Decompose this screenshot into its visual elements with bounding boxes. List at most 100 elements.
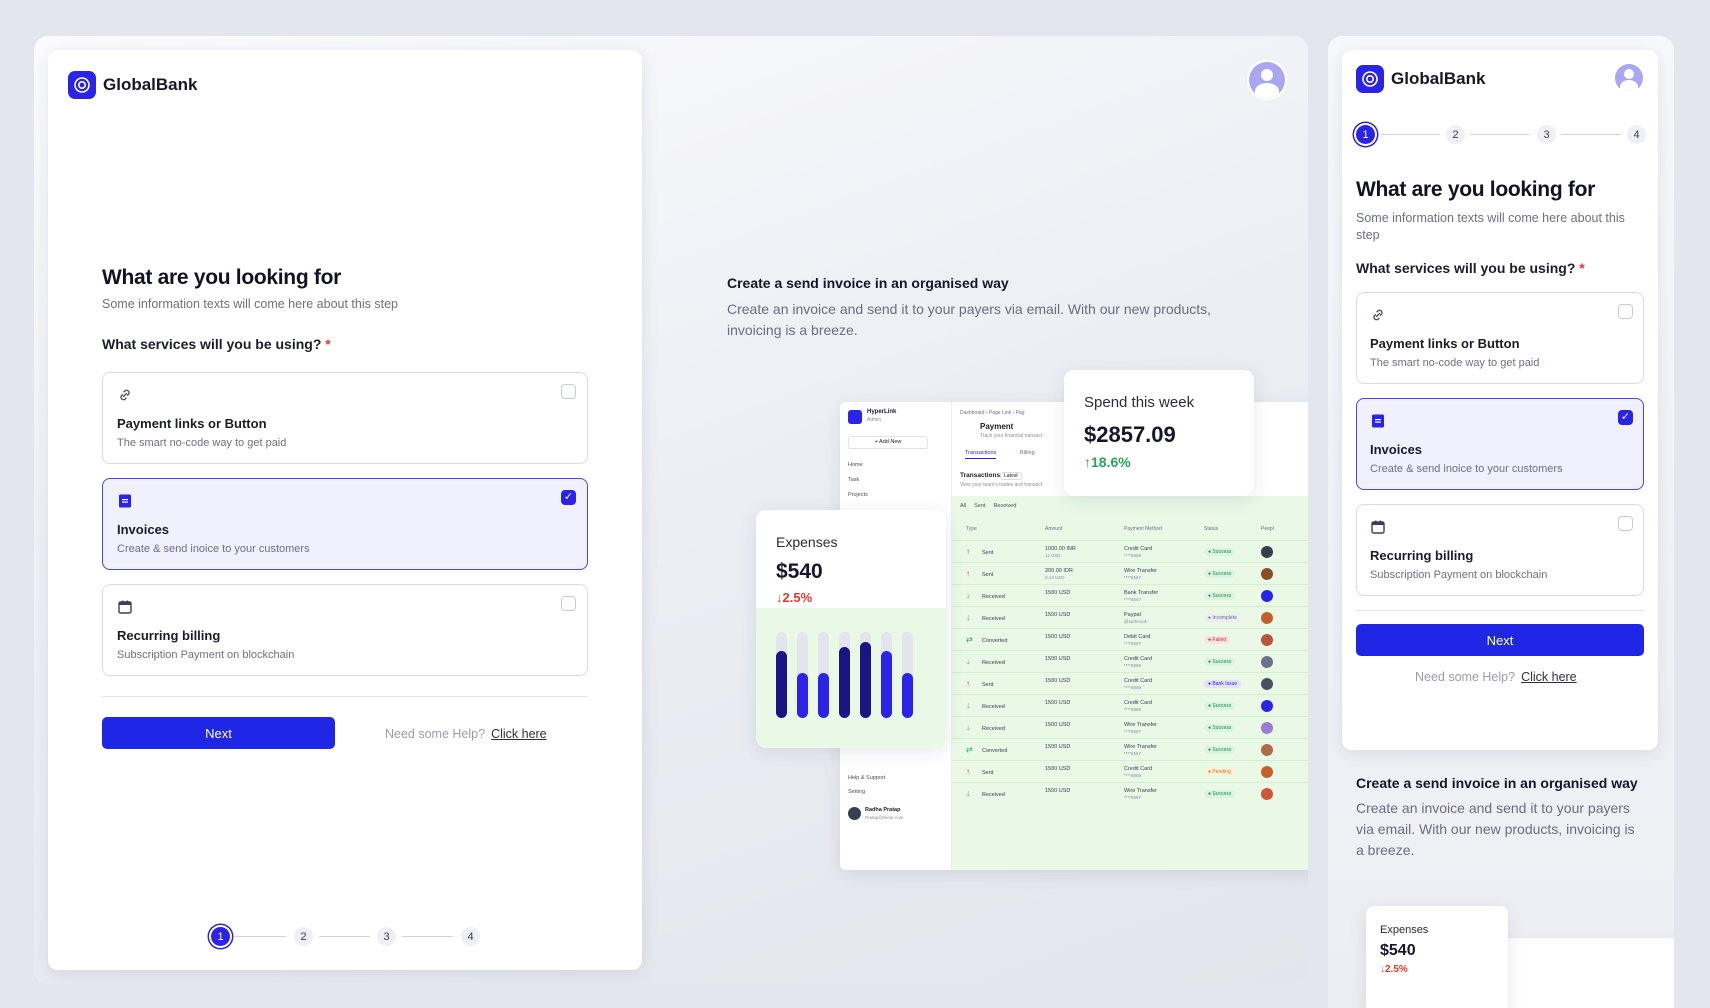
mobile-step-1[interactable]: 1 xyxy=(1356,125,1375,144)
row-type: Received xyxy=(982,660,1005,666)
option-checkbox[interactable] xyxy=(1618,516,1633,531)
nav-projects[interactable]: Projects xyxy=(848,492,868,498)
tab-transactions[interactable]: Transactions xyxy=(965,450,997,459)
table-row[interactable]: ↓ Received 1500 USD Wire Transfer ****65… xyxy=(952,782,1308,806)
filter-sent[interactable]: Sent xyxy=(974,503,986,509)
table-row[interactable]: ↓ Received 1500 USD Credit Card ****6969… xyxy=(952,694,1308,718)
table-row[interactable]: ↓ Received 1500 USD Bank Transfer ****65… xyxy=(952,584,1308,608)
table-row[interactable]: ↑ Sent 1500 USD Credit Card ****6969 ● B… xyxy=(952,672,1308,696)
mobile-user-avatar[interactable] xyxy=(1615,64,1643,92)
row-person-avatar xyxy=(1261,700,1273,712)
expense-bar-track xyxy=(902,632,913,718)
user-avatar[interactable] xyxy=(1249,62,1285,98)
option-payment-links[interactable]: Payment links or Button The smart no-cod… xyxy=(102,372,588,464)
arrow-up-icon: ↑ xyxy=(1084,454,1091,470)
filter-all[interactable]: All xyxy=(960,503,967,509)
next-button[interactable]: Next xyxy=(102,717,335,749)
row-person-avatar xyxy=(1261,678,1273,690)
divider xyxy=(1356,610,1644,611)
row-status-badge: ● Incomplete xyxy=(1204,614,1241,622)
table-row[interactable]: ↑ Sent 1000.00 INR 11 USD Credit Card **… xyxy=(952,540,1308,564)
mobile-next-button[interactable]: Next xyxy=(1356,624,1644,656)
dashboard-page-sub: Track your financial transact xyxy=(980,433,1043,439)
table-row[interactable]: ↓ Received 1500 USD Wire Transfer ****65… xyxy=(952,716,1308,740)
option-checkbox[interactable] xyxy=(561,596,576,611)
row-type-icon: ↑ xyxy=(966,679,970,688)
row-person-avatar xyxy=(1261,612,1273,624)
option-checkbox[interactable] xyxy=(1618,304,1633,319)
row-method: Paypal xyxy=(1124,612,1141,618)
row-method-sub: ****6567 xyxy=(1124,641,1142,646)
option-invoices[interactable]: Invoices Create & send inoice to your cu… xyxy=(102,478,588,570)
option-title: Invoices xyxy=(1370,442,1423,457)
expense-bar-track xyxy=(776,632,787,718)
expenses-change-value: 2.5% xyxy=(782,590,813,605)
option-checkbox-checked[interactable]: ✓ xyxy=(561,490,576,505)
mobile-step-4[interactable]: 4 xyxy=(1627,125,1646,144)
option-checkbox-checked[interactable]: ✓ xyxy=(1618,410,1633,425)
step-connector xyxy=(1380,134,1440,135)
row-method-sub: ****6567 xyxy=(1124,795,1142,800)
row-method-sub: ****6969 xyxy=(1124,707,1142,712)
hyperlink-logo-icon xyxy=(848,410,862,424)
step-4[interactable]: 4 xyxy=(461,927,480,946)
expense-bar xyxy=(818,673,829,718)
table-row[interactable]: ↓ Received 1500 USD Paypal @sarhcook ● I… xyxy=(952,606,1308,630)
mobile-option-recurring-billing[interactable]: Recurring billing Subscription Payment o… xyxy=(1356,504,1644,596)
page-subtitle: Some information texts will come here ab… xyxy=(102,297,398,311)
help-label: Need some Help? xyxy=(1415,670,1516,684)
expenses-card: Expenses $540 ↓2.5% xyxy=(756,510,946,748)
table-row[interactable]: ↑ Sent 200.00 IDR 0.13 USD Wire Transfer… xyxy=(952,562,1308,586)
nav-home[interactable]: Home xyxy=(848,462,863,468)
table-row[interactable]: ↓ Received 1500 USD Credit Card ****6969… xyxy=(952,650,1308,674)
row-method-sub: ****6969 xyxy=(1124,553,1142,558)
col-amount: Amount xyxy=(1045,526,1063,532)
nav-task[interactable]: Task xyxy=(848,477,860,483)
add-new-button[interactable]: + Add New xyxy=(848,436,928,449)
row-type-icon: ↓ xyxy=(966,723,970,732)
row-method: Credit Card xyxy=(1124,546,1153,552)
filter-received[interactable]: Received xyxy=(993,503,1017,509)
table-row[interactable]: ⇄ Converted 1500 USD Wire Transfer ****6… xyxy=(952,738,1308,762)
row-method: Wire Transfer xyxy=(1124,788,1158,794)
mobile-help-text: Need some Help? Click here xyxy=(1415,670,1577,684)
brand-logo: GlobalBank xyxy=(68,71,197,99)
table-row[interactable]: ⇄ Converted 1500 USD Debit Card ****6567… xyxy=(952,628,1308,652)
question-text: What services will you be using? xyxy=(102,336,322,352)
help-link[interactable]: Click here xyxy=(491,727,547,741)
row-amount: 1500 USD xyxy=(1045,612,1071,618)
step-2[interactable]: 2 xyxy=(294,927,313,946)
required-mark: * xyxy=(325,336,331,352)
expenses-amount: $540 xyxy=(1380,942,1416,959)
option-recurring-billing[interactable]: Recurring billing Subscription Payment o… xyxy=(102,584,588,676)
col-type: Type xyxy=(966,526,977,532)
expenses-change: ↓2.5% xyxy=(1380,964,1408,975)
step-3[interactable]: 3 xyxy=(377,927,396,946)
step-1[interactable]: 1 xyxy=(211,927,230,946)
mobile-feature-title: Create a send invoice in an organised wa… xyxy=(1356,775,1638,791)
expense-bar xyxy=(881,651,892,718)
help-link[interactable]: Click here xyxy=(1521,670,1577,684)
arrow-down-icon: ↓ xyxy=(1380,964,1385,975)
tab-billing[interactable]: Billing xyxy=(1020,450,1035,456)
mobile-option-invoices[interactable]: Invoices Create & send inoice to your cu… xyxy=(1356,398,1644,490)
row-amount-sub: 11 USD xyxy=(1045,553,1061,558)
row-type-icon: ↓ xyxy=(966,657,970,666)
nav-setting[interactable]: Setting xyxy=(848,789,866,795)
row-status-badge: ● Bank Issue xyxy=(1204,680,1242,688)
section-sub: View your team's trades and transact xyxy=(960,482,1043,488)
mobile-option-payment-links[interactable]: Payment links or Button The smart no-cod… xyxy=(1356,292,1644,384)
table-row[interactable]: ↑ Sent 1500 USD Credit Card ****6969 ● P… xyxy=(952,760,1308,784)
row-type-icon: ↑ xyxy=(966,569,970,578)
mobile-page-subtitle: Some information texts will come here ab… xyxy=(1356,211,1625,242)
mobile-step-3[interactable]: 3 xyxy=(1537,125,1556,144)
row-status-badge: ● Success xyxy=(1204,592,1236,600)
nav-help[interactable]: Help & Support xyxy=(848,775,886,781)
mobile-expenses-card: Expenses $540 ↓2.5% xyxy=(1366,906,1508,1008)
mobile-page-title: What are you looking for xyxy=(1356,178,1595,201)
mobile-step-2[interactable]: 2 xyxy=(1446,125,1465,144)
row-status-badge: ● Failed xyxy=(1204,636,1231,644)
row-status-badge: ● Success xyxy=(1204,746,1236,754)
option-checkbox[interactable] xyxy=(561,384,576,399)
mobile-dashboard-preview xyxy=(1500,938,1674,1008)
